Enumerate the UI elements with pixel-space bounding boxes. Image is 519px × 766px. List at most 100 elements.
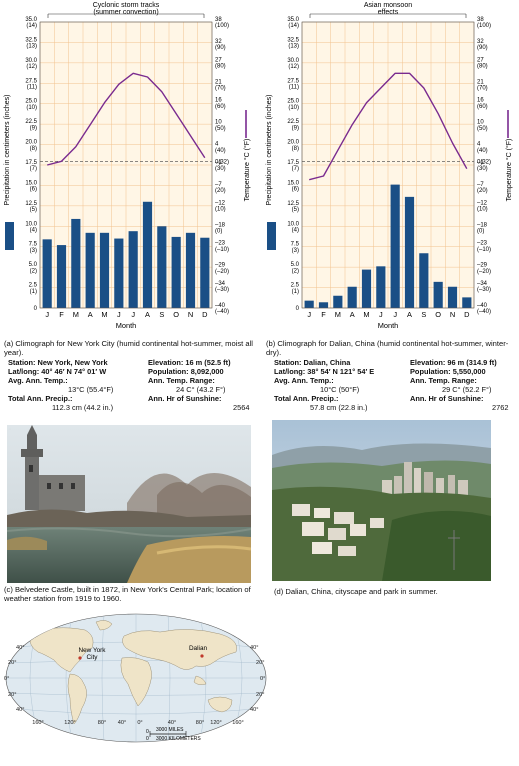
station-sunshine: 2762	[492, 404, 508, 413]
precip-bar-J-0	[305, 301, 314, 308]
right-tick-label-2: 27(80)	[215, 57, 226, 69]
month-label-5: J	[379, 310, 383, 319]
right-tick-label-3: 21(70)	[477, 79, 488, 91]
map-lat-label-2: 0°	[4, 676, 9, 682]
precip-bar-N-10	[448, 287, 457, 308]
right-tick-label-1: 32(90)	[215, 39, 226, 51]
photo-belvedere-castle	[7, 425, 251, 583]
right-tick-label-11: –18(0)	[477, 222, 488, 234]
precip-bar-D-11	[200, 238, 209, 308]
map-lon-label-4: 0°	[137, 720, 142, 726]
left-tick-label-8: 15.0(6)	[25, 180, 37, 192]
station-population: Population: 8,092,000	[148, 367, 224, 376]
map-lon-label-7: 120°	[210, 720, 222, 726]
precip-bar-J-6	[391, 185, 400, 308]
month-label-1: F	[59, 310, 64, 319]
station-precip-label: Total Ann. Precip.:	[274, 394, 338, 403]
map-lat-label-1: 20°	[8, 660, 16, 666]
month-label-2: M	[335, 310, 341, 319]
map-lon-label-0: 160°	[32, 720, 44, 726]
right-tick-label-14: –34(–30)	[215, 281, 229, 293]
right-tick-label-5: 10(50)	[477, 120, 488, 132]
station-info-b: Station: Dalian, China Lat/long: 38° 54′…	[274, 359, 516, 407]
precip-bar-A-7	[143, 202, 152, 308]
month-label-8: S	[159, 310, 164, 319]
month-label-5: J	[117, 310, 121, 319]
map-scale-zero: 0	[146, 729, 149, 735]
month-label-1: F	[321, 310, 326, 319]
right-tick-label-4: 16(60)	[215, 98, 226, 110]
left-tick-label-7: 17.5(7)	[25, 160, 37, 172]
left-tick-label-0: 35.0(14)	[287, 17, 299, 29]
right-tick-label-13: –29(–20)	[215, 263, 229, 275]
precip-bar-F-1	[319, 302, 328, 308]
right-tick-label-11: –18(0)	[215, 222, 226, 234]
right-tick-label-15: –40(–40)	[477, 303, 491, 315]
left-tick-label-6: 20.0(8)	[287, 140, 299, 152]
right-tick-label-5: 10(50)	[215, 120, 226, 132]
world-map: New York City Dalian 40° 20° 0° 20° 40° …	[0, 612, 272, 761]
station-elevation: Elevation: 96 m (314.9 ft)	[410, 358, 497, 367]
caption-b: (b) Climograph for Dalian, China (humid …	[266, 339, 518, 357]
station-sunshine-label: Ann. Hr of Sunshine:	[148, 394, 222, 403]
precip-bar-D-11	[462, 297, 471, 308]
month-label-4: M	[101, 310, 107, 319]
map-scale-zero-km: 0	[146, 736, 149, 742]
precip-bar-S-8	[157, 226, 166, 308]
precip-bar-S-8	[419, 253, 428, 308]
station-avg-temp-label: Avg. Ann. Temp.:	[8, 376, 68, 385]
map-label-dalian: Dalian	[189, 645, 208, 652]
station-latlong: Lat/long: 40° 46′ N 74° 01′ W	[8, 367, 106, 376]
station-latlong: Lat/long: 38° 54′ N 121° 54′ E	[274, 367, 374, 376]
precip-bar-M-2	[71, 219, 80, 308]
left-tick-label-6: 20.0(8)	[25, 140, 37, 152]
station-sunshine: 2564	[233, 404, 249, 413]
left-tick-label-11: 7.5(3)	[29, 242, 38, 254]
right-tick-label-12: –23(–10)	[477, 241, 491, 253]
right-tick-label-12: –23(–10)	[215, 241, 229, 253]
month-label-2: M	[73, 310, 79, 319]
dalian-marker	[200, 654, 203, 657]
left-tick-label-10: 10.0(4)	[25, 221, 37, 233]
station-range-label: Ann. Temp. Range:	[410, 376, 477, 385]
station-precip: 112.3 cm (44.2 in.)	[52, 404, 113, 413]
month-label-9: O	[435, 310, 441, 319]
left-tick-label-0: 35.0(14)	[25, 17, 37, 29]
y-axis-left-label: Precipitation in centimeters (inches)	[4, 95, 11, 206]
month-label-3: A	[350, 310, 355, 319]
left-tick-label-10: 10.0(4)	[287, 221, 299, 233]
precip-bar-F-1	[57, 245, 66, 308]
y-axis-right-label: Temperature °C (°F)	[505, 139, 513, 202]
left-tick-label-3: 27.5(11)	[287, 78, 299, 90]
caption-a: (a) Climograph for New York City (humid …	[4, 339, 256, 357]
climograph-new-york-svg: Cyclonic storm tracks(summer convection)…	[0, 0, 255, 340]
month-label-3: A	[88, 310, 93, 319]
precip-bar-J-0	[43, 239, 52, 308]
precip-bar-A-3	[86, 233, 95, 308]
month-label-7: A	[407, 310, 412, 319]
precip-bar-A-7	[405, 197, 414, 308]
precip-bar-A-3	[348, 287, 357, 308]
precip-bar-M-2	[333, 296, 342, 308]
new-york-marker	[78, 656, 81, 659]
precip-bar-O-9	[434, 282, 443, 308]
left-tick-label-1: 32.5(13)	[287, 37, 299, 49]
right-tick-label-10: –12(10)	[477, 200, 488, 212]
month-label-7: A	[145, 310, 150, 319]
x-axis-label: Month	[116, 321, 137, 330]
left-tick-label-13: 2.5(1)	[291, 283, 300, 295]
right-tick-label-0: 38(100)	[215, 17, 229, 29]
left-tick-label-8: 15.0(6)	[287, 180, 299, 192]
station-precip: 57.8 cm (22.8 in.)	[310, 404, 368, 413]
month-label-11: D	[464, 310, 469, 319]
precip-bar-O-9	[172, 237, 181, 308]
station-avg-temp-label: Avg. Ann. Temp.:	[274, 376, 334, 385]
y-axis-right-label: Temperature °C (°F)	[243, 139, 251, 202]
left-tick-label-9: 12.5(5)	[287, 201, 299, 213]
photo-dalian-cityscape	[272, 420, 491, 581]
month-label-8: S	[421, 310, 426, 319]
month-label-6: J	[393, 310, 397, 319]
left-tick-label-1: 32.5(13)	[25, 37, 37, 49]
